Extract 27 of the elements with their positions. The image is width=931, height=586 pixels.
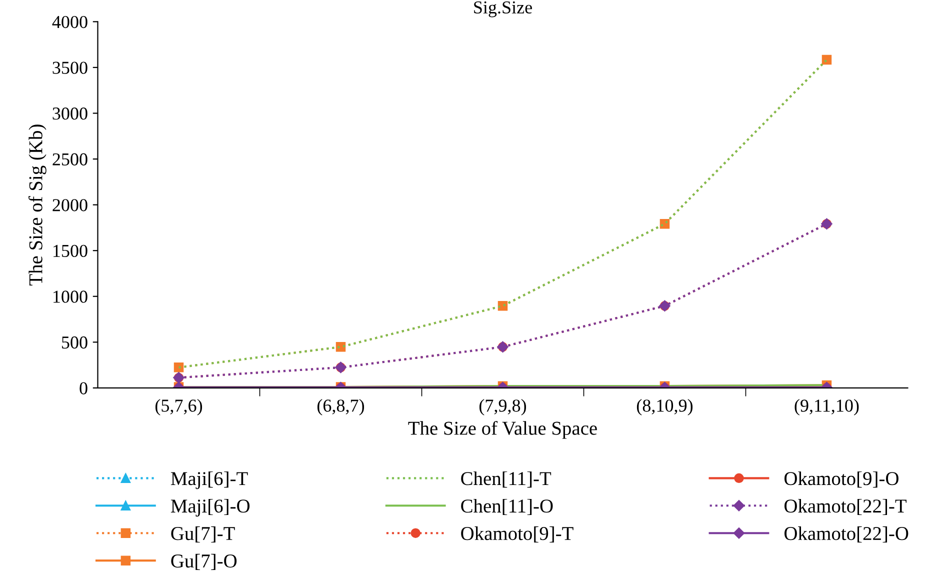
legend-label: Maji[6]-O [170,498,250,517]
x-axis-title: The Size of Value Space [408,420,597,439]
x-tick-label: (8,10,9) [636,399,693,416]
legend-label: Okamoto[22]-T [784,498,906,516]
legend-label: Okamoto[22]-O [784,526,908,543]
y-tick-label: 3000 [52,108,88,120]
legend-label: Maji[6]-T [170,471,248,490]
legend-label: Okamoto[9]-O [784,471,898,488]
y-tick-label: 3500 [52,62,88,74]
legend-label: Chen[11]-O [461,498,553,516]
x-tick-label: (5,7,6) [155,399,202,416]
y-tick-label: 2500 [52,153,88,166]
y-tick-label: 1000 [54,290,88,303]
y-axis-title: The Size of Sig (Kb) [28,124,46,286]
y-tick-label: 2000 [52,199,88,212]
y-tick-label: 0 [80,382,88,394]
legend-label: Chen[11]-T [461,471,552,488]
legend-label: Okamoto[9]-T [461,526,574,543]
x-tick-label: (6,8,7) [317,399,364,416]
chart-title: Sig.Size [474,1,532,18]
y-tick-label: 1500 [54,244,88,258]
legend-label: Gu[7]-O [171,554,237,570]
y-tick-label: 500 [62,336,88,349]
legend-label: Gu[7]-T [171,526,235,543]
x-tick-label: (7,9,8) [479,399,526,416]
x-tick-label: (9,11,10) [794,399,859,416]
y-tick-label: 4000 [52,16,88,28]
